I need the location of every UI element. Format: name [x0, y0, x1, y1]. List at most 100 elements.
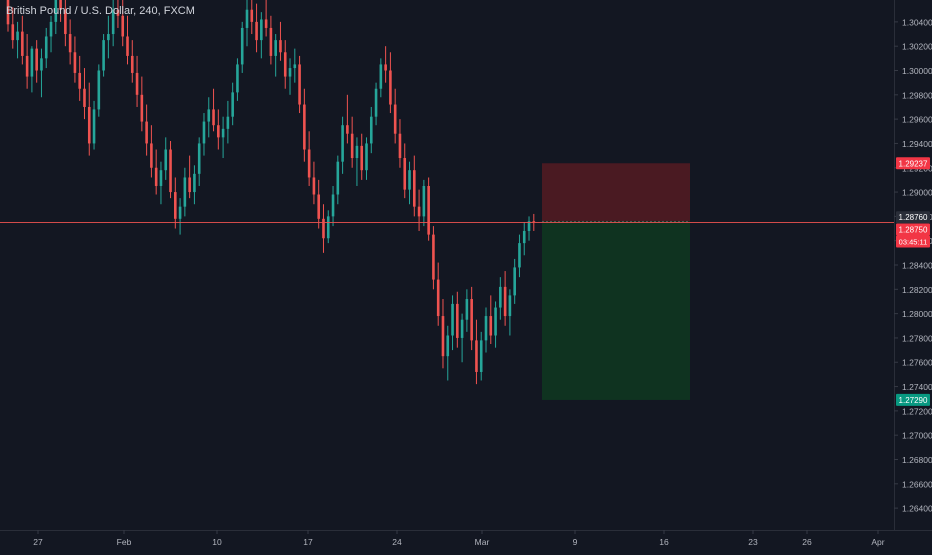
candle-body — [470, 299, 473, 341]
candle-body — [135, 72, 139, 95]
candle — [346, 94, 349, 144]
candle-body — [451, 303, 454, 336]
candle — [451, 295, 454, 351]
price-tick-label: 1.27600 — [902, 358, 932, 368]
price-tick-label: 1.27800 — [902, 333, 932, 343]
candle-body — [499, 286, 502, 308]
candle — [494, 301, 497, 348]
price-tick-label: 1.28200 — [902, 285, 932, 295]
candle-body — [346, 125, 349, 134]
candle-body — [527, 221, 531, 231]
candle-body — [183, 177, 187, 207]
price-tick-label: 1.29800 — [902, 90, 932, 100]
candle-body — [226, 116, 230, 129]
candle — [432, 226, 435, 290]
candle-body — [374, 88, 378, 117]
badge-background — [896, 157, 930, 170]
candle-body — [21, 31, 24, 56]
candle — [312, 161, 316, 205]
candle-body — [436, 279, 440, 317]
candle-body — [417, 206, 421, 217]
candle-body — [92, 109, 96, 144]
price-tick-label: 1.30000 — [902, 66, 932, 76]
candle-body — [16, 31, 19, 41]
badge-background — [896, 235, 930, 248]
candle — [508, 289, 512, 336]
candle-body — [102, 40, 105, 71]
take-profit-zone[interactable] — [542, 221, 690, 400]
candle-body — [360, 145, 364, 171]
candle — [44, 27, 48, 69]
candle — [169, 141, 172, 199]
candle-body — [178, 206, 182, 219]
candle — [393, 88, 397, 144]
candle — [374, 82, 378, 126]
candle — [413, 155, 416, 217]
candle — [408, 161, 411, 205]
candle — [30, 46, 34, 93]
candle — [288, 58, 292, 95]
stop-loss-price-badge: 1.29237 — [896, 157, 930, 170]
candle — [427, 177, 430, 241]
candle-body — [322, 218, 325, 239]
candle — [78, 55, 81, 101]
candle — [221, 116, 225, 159]
candle — [25, 34, 29, 89]
candle-body — [44, 36, 48, 59]
candle — [107, 15, 110, 59]
candle-body — [269, 27, 273, 56]
current-price-badge: 1.28750 — [896, 223, 930, 236]
candle-body — [174, 192, 177, 219]
time-tick-label: Mar — [475, 537, 490, 547]
candle — [379, 58, 383, 98]
time-tick-label: 17 — [303, 537, 313, 547]
candle-body — [236, 64, 239, 93]
bar-countdown-badge: 03:45:11 — [896, 235, 930, 248]
candle-body — [456, 303, 459, 338]
price-tick-label: 1.29600 — [902, 115, 932, 125]
candle — [102, 34, 105, 77]
time-axis[interactable]: 27 Feb 10 17 24 Mar 9 16 23 26 Apr — [33, 530, 885, 547]
candle — [92, 100, 96, 150]
candle-body — [188, 177, 191, 193]
candle — [369, 106, 373, 154]
candle — [188, 155, 191, 199]
candle-body — [460, 319, 464, 338]
candle — [436, 262, 440, 326]
candle — [422, 179, 426, 227]
price-tick-label: 1.30200 — [902, 42, 932, 52]
candle — [479, 331, 483, 381]
candle — [336, 155, 340, 205]
candle — [126, 15, 129, 65]
candle-body — [116, 9, 120, 16]
candle — [269, 15, 273, 65]
position-tool[interactable] — [542, 163, 690, 400]
candle — [164, 137, 168, 180]
price-badges: 1.29237 1.28760 1.28750 1.27290 03:45:11 — [896, 157, 930, 406]
candle-body — [479, 340, 483, 372]
price-tick-label: 1.29400 — [902, 139, 932, 149]
candle — [226, 100, 230, 144]
candle-body — [393, 104, 397, 134]
candle-body — [355, 145, 359, 159]
candle-body — [518, 243, 521, 268]
candle-body — [532, 221, 536, 223]
candle-body — [73, 52, 77, 73]
candle-body — [522, 230, 526, 244]
candle — [150, 125, 153, 178]
candle-body — [365, 143, 368, 171]
candle — [365, 137, 368, 180]
candle — [255, 3, 258, 53]
candle — [360, 133, 364, 180]
candle — [193, 165, 196, 205]
badge-label: 1.28760 — [899, 213, 928, 222]
candle-body — [422, 185, 426, 217]
candle — [260, 12, 263, 59]
candle-body — [503, 286, 507, 317]
candle-body — [87, 106, 91, 144]
stop-loss-zone[interactable] — [542, 163, 690, 222]
badge-background — [896, 393, 930, 406]
symbol-title[interactable]: British Pound / U.S. Dollar, 240, FXCM — [6, 5, 195, 17]
